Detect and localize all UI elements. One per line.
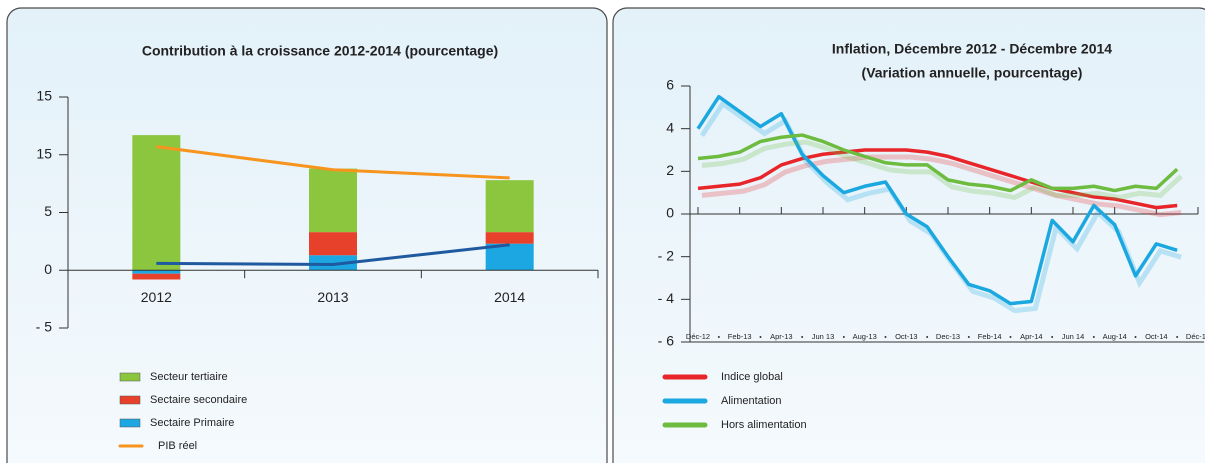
separator (884, 336, 887, 338)
y-tick-label: - 4 (658, 290, 675, 306)
y-tick-label: - 2 (658, 247, 675, 263)
separator (1176, 336, 1179, 338)
bar-segment (132, 135, 181, 271)
separator (1134, 336, 1137, 338)
separator (801, 336, 804, 338)
y-tick-label: 0 (666, 205, 674, 221)
line-shadow (701, 154, 1182, 218)
separator (1009, 336, 1012, 338)
line-series (156, 243, 510, 266)
line-shadow (701, 139, 1183, 201)
bar-segment (132, 270, 181, 274)
bar-segment (309, 168, 357, 233)
x-tick-label: 2012 (141, 289, 172, 305)
separator (759, 336, 762, 338)
legend-label: Sectaire Primaire (150, 417, 234, 429)
separator (717, 336, 720, 338)
bar-segment (132, 273, 181, 280)
bar-segment (309, 255, 357, 271)
chart-title: Contribution à la croissance 2012-2014 (… (142, 43, 498, 59)
x-tick-label: Apr-13 (770, 332, 793, 341)
x-tick-label: Jun 13 (812, 332, 835, 341)
line-series (697, 133, 1179, 193)
separator (842, 336, 845, 338)
legend-label: Secteur tertiaire (150, 371, 228, 383)
y-tick-label: - 6 (658, 333, 675, 349)
y-tick-label: 15 (36, 88, 52, 104)
y-tick-label: 4 (666, 119, 674, 135)
x-tick-label: 2014 (494, 289, 525, 305)
line-series (697, 148, 1178, 210)
line-series (156, 145, 510, 180)
bar-segment (485, 180, 534, 233)
legend-swatch (119, 372, 141, 382)
legend-swatch (119, 418, 141, 428)
chart-subtitle: (Variation annuelle, pourcentage) (862, 65, 1083, 81)
separator (1051, 336, 1054, 338)
separator (1092, 336, 1095, 338)
x-tick-label: Jun 14 (1062, 332, 1085, 341)
x-tick-label: Oct-14 (1145, 332, 1168, 341)
x-tick-label: Feb-14 (978, 332, 1002, 341)
panel (612, 7, 1205, 463)
x-tick-label: Déc-14 (1186, 332, 1205, 341)
panel (6, 7, 608, 463)
bar-segment (309, 232, 357, 256)
legend-label: Hors alimentation (721, 419, 807, 431)
bar-segment (485, 232, 534, 244)
chart-title: Inflation, Décembre 2012 - Décembre 2014 (832, 41, 1112, 57)
x-tick-label: Feb-13 (728, 332, 752, 341)
y-tick-label: 0 (44, 261, 52, 277)
separator (926, 336, 929, 338)
legend-label: Indice global (721, 371, 783, 383)
y-tick-label: 5 (44, 203, 52, 219)
x-tick-label: Aug-14 (1103, 332, 1127, 341)
x-tick-label: 2013 (317, 289, 348, 305)
x-tick-label: Oct-13 (895, 332, 918, 341)
y-tick-label: - 5 (36, 319, 53, 335)
y-tick-label: 15 (36, 145, 52, 161)
x-tick-label: Aug-13 (853, 332, 877, 341)
y-tick-label: 2 (666, 162, 674, 178)
legend-swatch (119, 395, 141, 405)
legend-label: Sectaire secondaire (150, 394, 247, 406)
legend-label: Alimentation (721, 395, 782, 407)
x-tick-label: Apr-14 (1020, 332, 1043, 341)
line-series (696, 94, 1178, 306)
y-tick-label: 6 (666, 77, 674, 93)
legend-label: PIB réel (158, 440, 197, 452)
separator (967, 336, 970, 338)
x-tick-label: Déc-12 (686, 332, 710, 341)
x-tick-label: Dec-13 (936, 332, 960, 341)
